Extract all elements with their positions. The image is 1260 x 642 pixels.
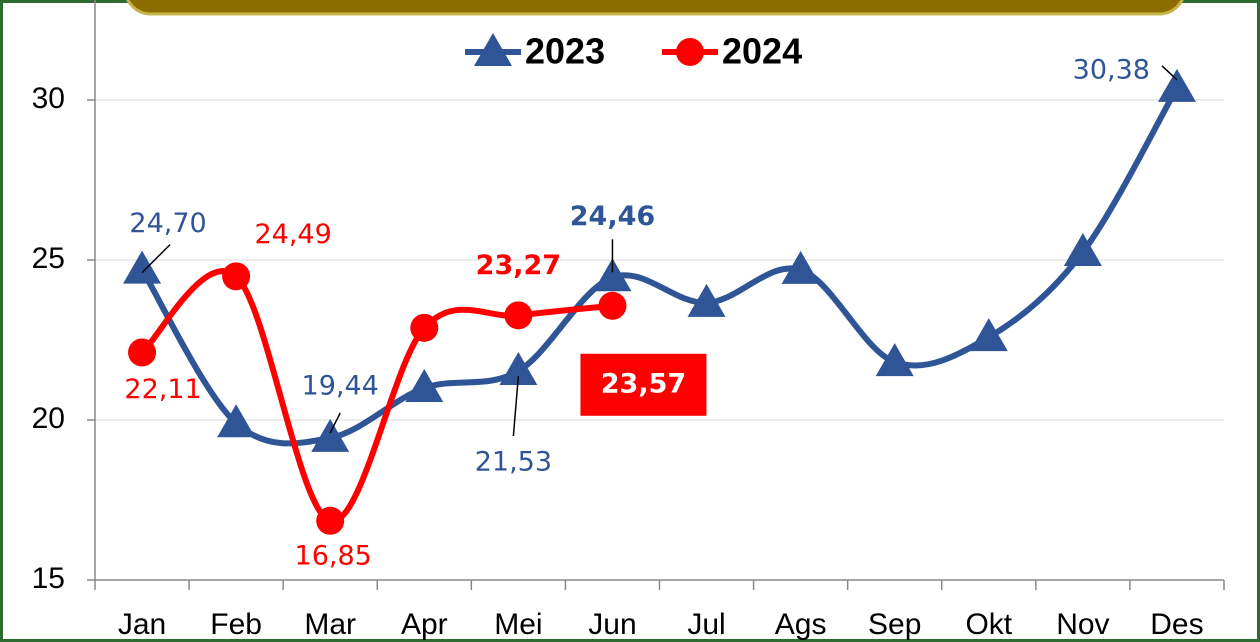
data-label: 23,57 [601,368,686,399]
data-point [222,262,251,291]
data-point [405,369,444,402]
data-point [311,418,350,452]
y-tick-label: 25 [32,242,65,275]
data-point [1157,68,1196,102]
x-tick-label: Apr [401,608,448,641]
x-tick-label: Ags [775,608,827,641]
data-label: 16,85 [295,540,372,571]
y-tick-label: 15 [32,562,65,595]
title-banner [126,0,1184,16]
legend-marker [474,33,512,66]
data-point [969,318,1008,352]
data-point [128,338,157,367]
leader-line [512,375,520,437]
data-point [316,506,345,535]
data-point [217,404,256,438]
x-tick-label: Sep [868,608,921,641]
label-box [580,353,707,416]
series-line [139,86,1180,447]
x-tick-label: Nov [1056,608,1109,641]
x-tick-label: Jul [687,608,725,641]
data-point [781,250,820,284]
data-point [123,250,162,284]
data-label: 24,70 [129,208,206,239]
data-label: 30,38 [1073,54,1150,85]
y-tick-label: 30 [32,82,65,115]
legend-label: 2024 [722,31,802,72]
x-tick-label: Okt [965,608,1012,641]
data-label: 22,11 [124,374,201,405]
data-point [504,301,533,330]
data-point [499,352,538,386]
legend-label: 2023 [525,31,605,72]
data-point [593,258,632,292]
x-tick-label: Des [1150,608,1203,641]
data-label: 24,49 [254,219,331,250]
leader-line [329,412,341,434]
data-label: 19,44 [302,370,379,401]
x-tick-label: Jun [588,608,636,641]
data-point [875,343,914,377]
data-point [1063,233,1102,266]
x-tick-label: Feb [210,608,262,641]
data-point [598,291,627,320]
data-label: 21,53 [475,447,552,478]
data-point [410,313,439,342]
x-tick-label: Jan [118,608,166,641]
y-tick-label: 20 [32,402,65,435]
legend-marker [676,38,704,66]
leader-line [1161,65,1178,81]
x-tick-label: Mar [304,608,356,641]
data-point [687,283,726,317]
x-tick-label: Mei [494,608,542,641]
leader-line [141,244,171,274]
data-label: 24,46 [570,201,655,232]
data-label: 23,27 [476,250,561,281]
